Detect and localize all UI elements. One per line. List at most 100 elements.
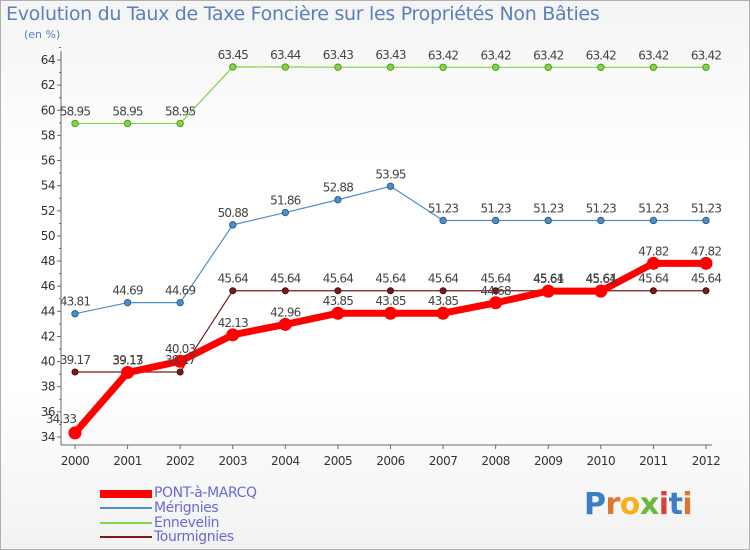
y-tick-label: 46	[41, 279, 55, 293]
data-point-ennevelin	[123, 119, 132, 128]
data-label-ennevelin: 63.42	[428, 48, 459, 62]
data-point-merignies	[123, 298, 132, 307]
data-label-tourmignies: 45.64	[691, 272, 722, 286]
data-label-pont-a-marcq: 40.03	[165, 342, 196, 356]
data-point-tourmignies	[334, 287, 342, 295]
data-label-pont-a-marcq: 43.85	[428, 294, 459, 308]
data-label-pont-a-marcq: 42.13	[218, 316, 249, 330]
data-point-merignies	[597, 216, 605, 225]
logo-letter: t	[668, 487, 683, 522]
data-label-merignies: 51.23	[428, 201, 459, 215]
x-tick-label: 2006	[376, 454, 405, 468]
legend-label-merignies: Mérignies	[154, 500, 219, 516]
data-point-merignies	[176, 298, 184, 307]
data-label-pont-a-marcq: 45.61	[586, 272, 617, 286]
legend-swatch-pont-a-marcq	[100, 490, 152, 498]
x-tick-label: 2012	[692, 454, 721, 468]
data-point-tourmignies	[176, 368, 184, 376]
data-label-pont-a-marcq: 42.96	[270, 305, 301, 319]
y-tick-label: 60	[41, 103, 55, 117]
data-label-pont-a-marcq: 43.85	[375, 294, 406, 308]
x-tick-label: 2001	[113, 454, 142, 468]
data-label-ennevelin: 58.95	[60, 104, 91, 118]
data-point-ennevelin	[649, 63, 658, 71]
legend-label-pont-a-marcq: PONT-à-MARCQ	[154, 485, 257, 501]
x-tick-label: 2005	[324, 454, 353, 468]
x-tick-label: 2009	[534, 454, 563, 468]
data-point-tourmignies	[702, 287, 710, 295]
data-label-tourmignies: 45.64	[638, 272, 669, 286]
data-label-tourmignies: 45.64	[586, 272, 617, 286]
data-point-ennevelin	[334, 63, 342, 71]
data-label-ennevelin: 63.42	[533, 48, 564, 62]
data-point-tourmignies	[229, 287, 237, 295]
data-label-pont-a-marcq: 39.13	[112, 354, 143, 368]
y-tick-label: 34	[41, 430, 55, 444]
x-tick-label: 2000	[61, 454, 90, 468]
data-label-merignies: 51.23	[533, 201, 564, 215]
data-label-ennevelin: 58.95	[165, 104, 196, 118]
data-label-ennevelin: 63.43	[323, 48, 354, 62]
data-label-merignies: 51.23	[586, 201, 617, 215]
y-tick-label: 56	[41, 154, 55, 168]
legend-swatch-ennevelin	[100, 522, 152, 524]
data-point-merignies	[439, 216, 447, 225]
data-label-tourmignies: 45.64	[533, 272, 564, 286]
legend-swatch-tourmignies	[100, 536, 152, 538]
x-tick-label: 2003	[218, 454, 247, 468]
logo-letter: x	[639, 487, 659, 522]
data-label-tourmignies: 45.64	[218, 272, 249, 286]
data-point-tourmignies	[439, 287, 447, 295]
logo-letter: i	[682, 487, 693, 522]
data-label-ennevelin: 63.45	[218, 48, 249, 62]
y-tick-label: 44	[41, 304, 55, 318]
data-label-tourmignies: 45.64	[428, 272, 459, 286]
data-point-tourmignies	[281, 287, 289, 295]
data-point-pont-a-marcq	[68, 426, 82, 440]
axes: 34 36 38 40 42 44 46 48 50 52 54 56 58 60 62 64 2000 2001…	[41, 46, 721, 468]
y-tick-label: 42	[41, 329, 55, 343]
data-label-ennevelin: 58.95	[112, 104, 143, 118]
y-tick-label: 48	[41, 254, 55, 268]
y-tick-label: 62	[41, 78, 55, 92]
data-label-ennevelin: 63.42	[638, 48, 669, 62]
data-label-tourmignies: 45.64	[480, 272, 511, 286]
data-label-merignies: 51.23	[691, 201, 722, 215]
data-point-pont-a-marcq	[541, 284, 555, 298]
data-label-pont-a-marcq: 44.68	[480, 284, 511, 298]
series-pont-a-marcq	[68, 256, 713, 440]
data-point-merignies	[229, 221, 237, 229]
data-point-pont-a-marcq	[278, 317, 292, 331]
data-label-merignies: 51.23	[638, 201, 669, 215]
y-tick-label: 50	[41, 229, 55, 243]
data-label-ennevelin: 63.42	[691, 48, 722, 62]
series-merignies	[71, 182, 710, 318]
chart-title: Evolution du Taux de Taxe Foncière sur l…	[6, 3, 600, 25]
data-label-pont-a-marcq: 43.85	[323, 294, 354, 308]
data-point-ennevelin	[386, 63, 395, 71]
logo-letter: o	[619, 487, 641, 522]
data-label-pont-a-marcq: 34.33	[46, 412, 77, 426]
data-point-merignies	[281, 208, 290, 217]
data-point-merignies	[491, 216, 500, 225]
x-tick-label: 2004	[271, 454, 300, 468]
data-point-pont-a-marcq	[226, 328, 240, 342]
legend-item-tourmignies: Tourmignies	[100, 529, 300, 545]
data-label-merignies: 51.86	[270, 194, 301, 208]
data-point-ennevelin	[702, 63, 710, 71]
series-labels: 39.17 39.17 39.17 45.64 45.64 45.64 45.64 45.64…	[46, 48, 722, 426]
data-point-merignies	[334, 196, 342, 204]
data-label-merignies: 44.69	[165, 284, 196, 298]
data-point-pont-a-marcq	[173, 354, 187, 368]
data-point-ennevelin	[229, 63, 237, 71]
data-point-pont-a-marcq	[384, 306, 397, 320]
x-tick-label: 2010	[587, 454, 616, 468]
data-point-merignies	[544, 216, 552, 225]
data-label-tourmignies: 39.17	[60, 353, 91, 367]
y-tick-label: 64	[41, 53, 55, 67]
data-point-pont-a-marcq	[121, 366, 135, 380]
data-point-tourmignies	[492, 287, 500, 295]
legend-item-ennevelin: Ennevelin	[100, 515, 300, 531]
data-label-tourmignies: 45.64	[323, 272, 354, 286]
